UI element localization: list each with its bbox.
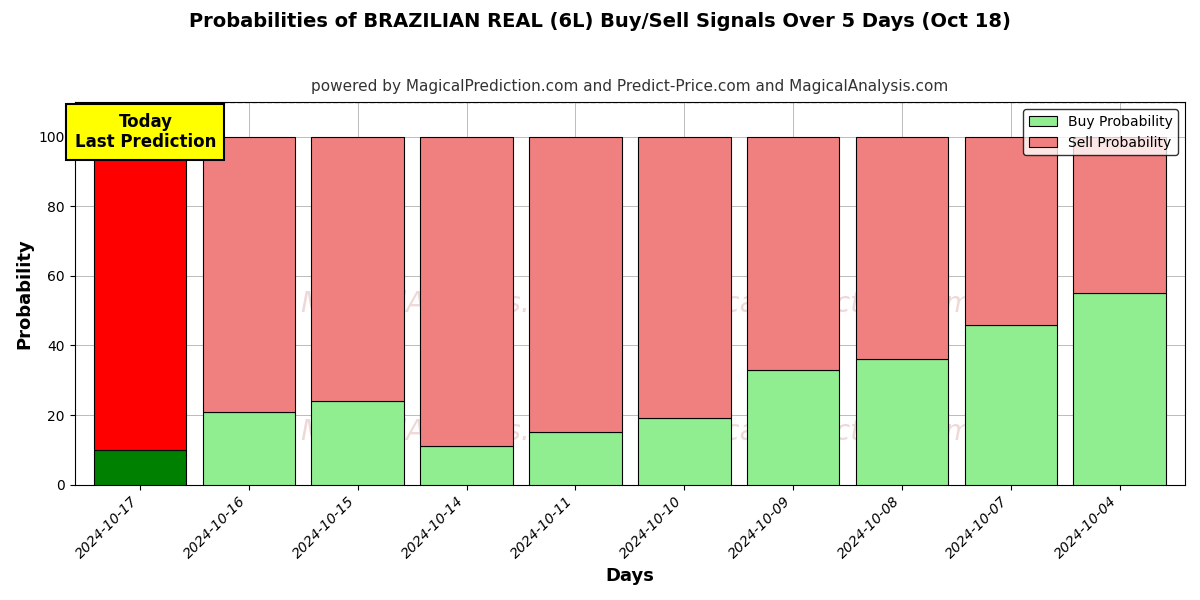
Bar <box>203 412 295 485</box>
Legend: Buy Probability, Sell Probability: Buy Probability, Sell Probability <box>1024 109 1178 155</box>
Bar <box>746 137 839 370</box>
Bar <box>965 137 1057 325</box>
Bar <box>420 446 512 485</box>
Bar <box>856 137 948 359</box>
Text: MagicalPrediction.com: MagicalPrediction.com <box>658 290 972 318</box>
Bar <box>1074 293 1166 485</box>
Bar <box>529 137 622 433</box>
Bar <box>746 370 839 485</box>
Bar <box>312 401 404 485</box>
X-axis label: Days: Days <box>605 567 654 585</box>
Bar <box>203 137 295 412</box>
Bar <box>94 450 186 485</box>
Bar <box>856 359 948 485</box>
Bar <box>1074 137 1166 293</box>
Text: MagicalAnalysis.com: MagicalAnalysis.com <box>300 418 589 446</box>
Bar <box>965 325 1057 485</box>
Bar <box>94 137 186 450</box>
Bar <box>638 137 731 418</box>
Y-axis label: Probability: Probability <box>16 238 34 349</box>
Text: Today
Last Prediction: Today Last Prediction <box>74 113 216 151</box>
Text: MagicalAnalysis.com: MagicalAnalysis.com <box>300 290 589 318</box>
Bar <box>638 418 731 485</box>
Text: Probabilities of BRAZILIAN REAL (6L) Buy/Sell Signals Over 5 Days (Oct 18): Probabilities of BRAZILIAN REAL (6L) Buy… <box>190 12 1010 31</box>
Bar <box>529 433 622 485</box>
Title: powered by MagicalPrediction.com and Predict-Price.com and MagicalAnalysis.com: powered by MagicalPrediction.com and Pre… <box>311 79 948 94</box>
Bar <box>312 137 404 401</box>
Bar <box>420 137 512 446</box>
Text: MagicalPrediction.com: MagicalPrediction.com <box>658 418 972 446</box>
